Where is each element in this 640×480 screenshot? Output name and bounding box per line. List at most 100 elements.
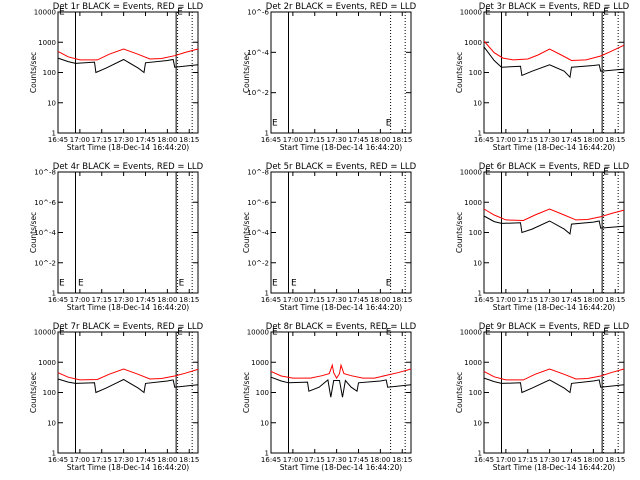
x-tick-label: 17:15: [518, 136, 538, 144]
x-tick-label: 18:15: [605, 296, 625, 304]
y-tick-label: 10000: [460, 329, 482, 337]
y-tick-label: 10^-6: [247, 199, 269, 207]
x-tick-label: 17:45: [348, 136, 368, 144]
x-tick-label: 17:00: [496, 136, 516, 144]
x-tick-label: 17:00: [283, 136, 303, 144]
y-tick-label: 10: [473, 419, 482, 427]
event-marker-label: E: [272, 118, 278, 128]
y-tick-label: 1: [265, 130, 269, 138]
y-tick-label: 100: [256, 389, 269, 397]
y-tick-label: 10: [47, 419, 56, 427]
x-tick-label: 17:30: [327, 456, 347, 464]
y-tick-label: 1: [478, 290, 482, 298]
y-axis-label: Counts/sec: [455, 52, 464, 93]
event-marker-label: E: [272, 328, 278, 338]
x-tick-label: 18:15: [392, 136, 412, 144]
x-tick-label: 18:15: [392, 456, 412, 464]
x-tick-label: 18:15: [605, 136, 625, 144]
event-marker-label: E: [272, 278, 278, 288]
y-tick-label: 10000: [34, 329, 56, 337]
y-axis-label: Counts/sec: [242, 52, 251, 93]
panel-title: Det 7r BLACK = Events, RED = LLD: [53, 322, 204, 332]
y-tick-label: 10^-4: [247, 229, 269, 237]
x-tick-label: 17:15: [518, 296, 538, 304]
x-tick-label: 17:45: [348, 456, 368, 464]
x-tick-label: 16:45: [48, 456, 68, 464]
event-marker-label: E: [386, 118, 392, 128]
detector-panel: Det 7r BLACK = Events, RED = LLD 16:45 17:…: [29, 322, 204, 472]
lld-series-line: [57, 48, 199, 61]
x-tick-label: 17:30: [114, 136, 134, 144]
y-tick-label: 1000: [251, 359, 269, 367]
y-tick-label: 10000: [34, 9, 56, 17]
x-tick-label: 17:30: [327, 296, 347, 304]
event-marker-label: E: [59, 278, 65, 288]
panel-title: Det 4r BLACK = Events, RED = LLD: [53, 162, 204, 172]
x-tick-label: 17:00: [70, 456, 90, 464]
x-axis-label: Start Time (18-Dec-14 16:44:20): [67, 143, 189, 152]
y-tick-label: 100: [469, 69, 482, 77]
x-tick-label: 17:15: [92, 136, 112, 144]
x-tick-label: 18:15: [605, 456, 625, 464]
x-axis-label: Start Time (18-Dec-14 16:44:20): [280, 303, 402, 312]
y-tick-label: 100: [469, 389, 482, 397]
y-tick-label: 10000: [247, 329, 269, 337]
event-marker-label: E: [603, 8, 609, 18]
x-axis-label: Start Time (18-Dec-14 16:44:20): [493, 143, 615, 152]
y-tick-label: 10000: [460, 9, 482, 17]
x-axis-label: Start Time (18-Dec-14 16:44:20): [280, 143, 402, 152]
panel-title: Det 3r BLACK = Events, RED = LLD: [479, 2, 630, 12]
x-tick-label: 17:15: [518, 456, 538, 464]
events-series-line: [57, 57, 199, 74]
y-tick-label: 1000: [464, 39, 482, 47]
x-tick-label: 18:00: [583, 296, 603, 304]
event-marker-label: E: [485, 168, 491, 178]
y-tick-label: 10: [473, 99, 482, 107]
x-tick-label: 18:15: [179, 296, 199, 304]
y-tick-label: 1: [52, 450, 56, 458]
y-tick-label: 10: [47, 99, 56, 107]
x-tick-label: 18:00: [370, 136, 390, 144]
x-tick-label: 17:30: [114, 296, 134, 304]
x-axis-label: Start Time (18-Dec-14 16:44:20): [67, 463, 189, 472]
x-tick-label: 17:00: [70, 136, 90, 144]
events-series-line: [483, 215, 625, 235]
y-axis-label: Counts/sec: [242, 372, 251, 413]
events-series-line: [270, 376, 412, 398]
event-marker-label: E: [78, 278, 84, 288]
x-tick-label: 16:45: [474, 136, 494, 144]
y-tick-label: 1000: [38, 359, 56, 367]
event-marker-label: E: [386, 278, 392, 288]
y-tick-label: 1: [52, 290, 56, 298]
x-tick-label: 17:45: [135, 136, 155, 144]
x-tick-label: 17:30: [540, 456, 560, 464]
y-tick-label: 1: [478, 130, 482, 138]
y-tick-label: 10^-6: [247, 9, 269, 17]
y-tick-label: 1000: [38, 39, 56, 47]
event-marker-label: E: [291, 278, 297, 288]
y-tick-label: 10^-4: [247, 49, 269, 57]
y-tick-label: 10: [473, 259, 482, 267]
x-tick-label: 18:00: [157, 296, 177, 304]
x-tick-label: 17:00: [70, 296, 90, 304]
y-tick-label: 1000: [464, 199, 482, 207]
y-axis-label: Counts/sec: [455, 372, 464, 413]
y-axis-label: Counts/sec: [29, 372, 38, 413]
y-tick-label: 1: [478, 450, 482, 458]
lld-series-line: [483, 40, 625, 62]
x-tick-label: 16:45: [474, 296, 494, 304]
x-tick-label: 17:45: [135, 296, 155, 304]
panel-title: Det 8r BLACK = Events, RED = LLD: [266, 322, 417, 332]
x-tick-label: 18:00: [583, 456, 603, 464]
y-tick-label: 10000: [460, 169, 482, 177]
y-tick-label: 10^-8: [247, 169, 269, 177]
x-tick-label: 18:15: [179, 456, 199, 464]
y-tick-label: 10^-2: [247, 89, 269, 97]
x-tick-label: 17:00: [283, 456, 303, 464]
